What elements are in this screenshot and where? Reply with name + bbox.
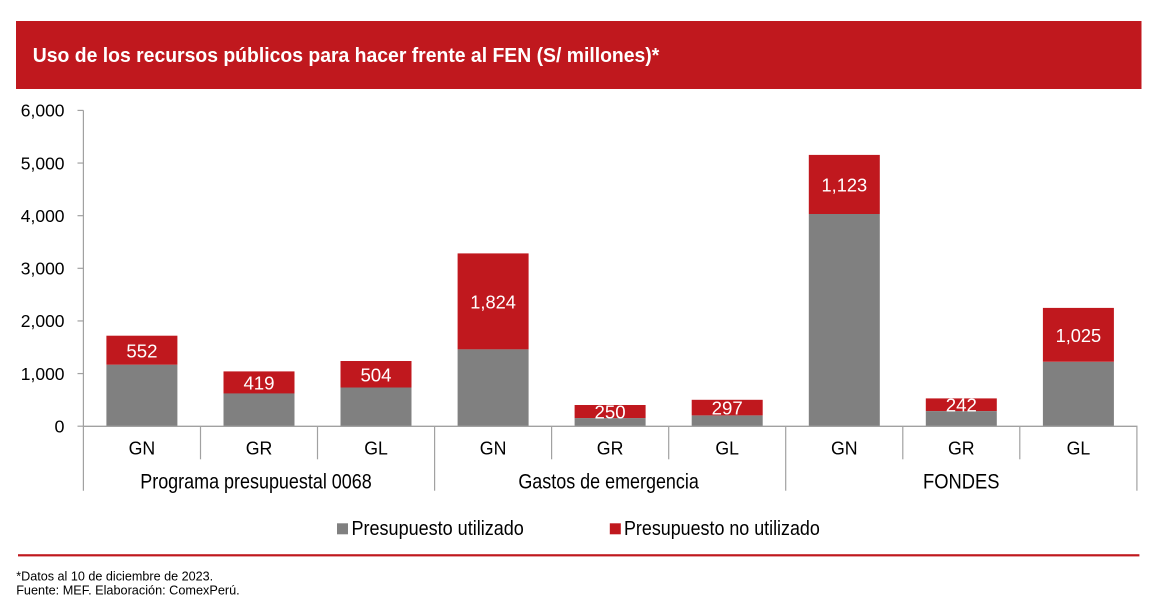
- svg-text:250: 250: [595, 402, 626, 423]
- svg-text:Programa presupuestal 0068: Programa presupuestal 0068: [140, 470, 372, 493]
- svg-text:GR: GR: [597, 439, 624, 459]
- svg-text:GL: GL: [1067, 439, 1091, 459]
- svg-text:6,000: 6,000: [21, 101, 65, 121]
- svg-text:504: 504: [360, 364, 391, 385]
- svg-text:GR: GR: [948, 439, 975, 459]
- svg-text:5,000: 5,000: [21, 153, 65, 173]
- svg-text:GN: GN: [480, 439, 507, 459]
- svg-text:1,000: 1,000: [21, 364, 65, 384]
- svg-text:GN: GN: [831, 439, 858, 459]
- svg-text:4,000: 4,000: [21, 206, 65, 226]
- svg-text:Gastos de emergencia: Gastos de emergencia: [518, 470, 699, 493]
- svg-text:2,000: 2,000: [21, 311, 65, 331]
- svg-text:GR: GR: [246, 439, 273, 459]
- svg-text:FONDES: FONDES: [923, 470, 1000, 493]
- svg-text:552: 552: [126, 340, 157, 361]
- svg-text:3,000: 3,000: [21, 259, 65, 279]
- svg-text:Presupuesto no utilizado: Presupuesto no utilizado: [624, 517, 820, 540]
- svg-text:419: 419: [243, 372, 274, 393]
- svg-text:1,025: 1,025: [1056, 325, 1102, 346]
- svg-text:Fuente: MEF. Elaboración: Come: Fuente: MEF. Elaboración: ComexPerú.: [16, 582, 240, 597]
- svg-text:GN: GN: [129, 439, 156, 459]
- svg-text:GL: GL: [364, 439, 388, 459]
- svg-text:242: 242: [946, 395, 977, 416]
- svg-text:1,123: 1,123: [822, 174, 868, 195]
- svg-text:*Datos al 10 de diciembre de 2: *Datos al 10 de diciembre de 2023.: [16, 569, 213, 584]
- svg-text:GL: GL: [715, 439, 739, 459]
- svg-text:Uso de los recursos públicos p: Uso de los recursos públicos para hacer …: [33, 44, 660, 67]
- svg-text:0: 0: [55, 417, 65, 437]
- svg-text:1,824: 1,824: [470, 291, 516, 312]
- svg-text:297: 297: [712, 398, 743, 419]
- svg-text:Presupuesto utilizado: Presupuesto utilizado: [352, 517, 524, 540]
